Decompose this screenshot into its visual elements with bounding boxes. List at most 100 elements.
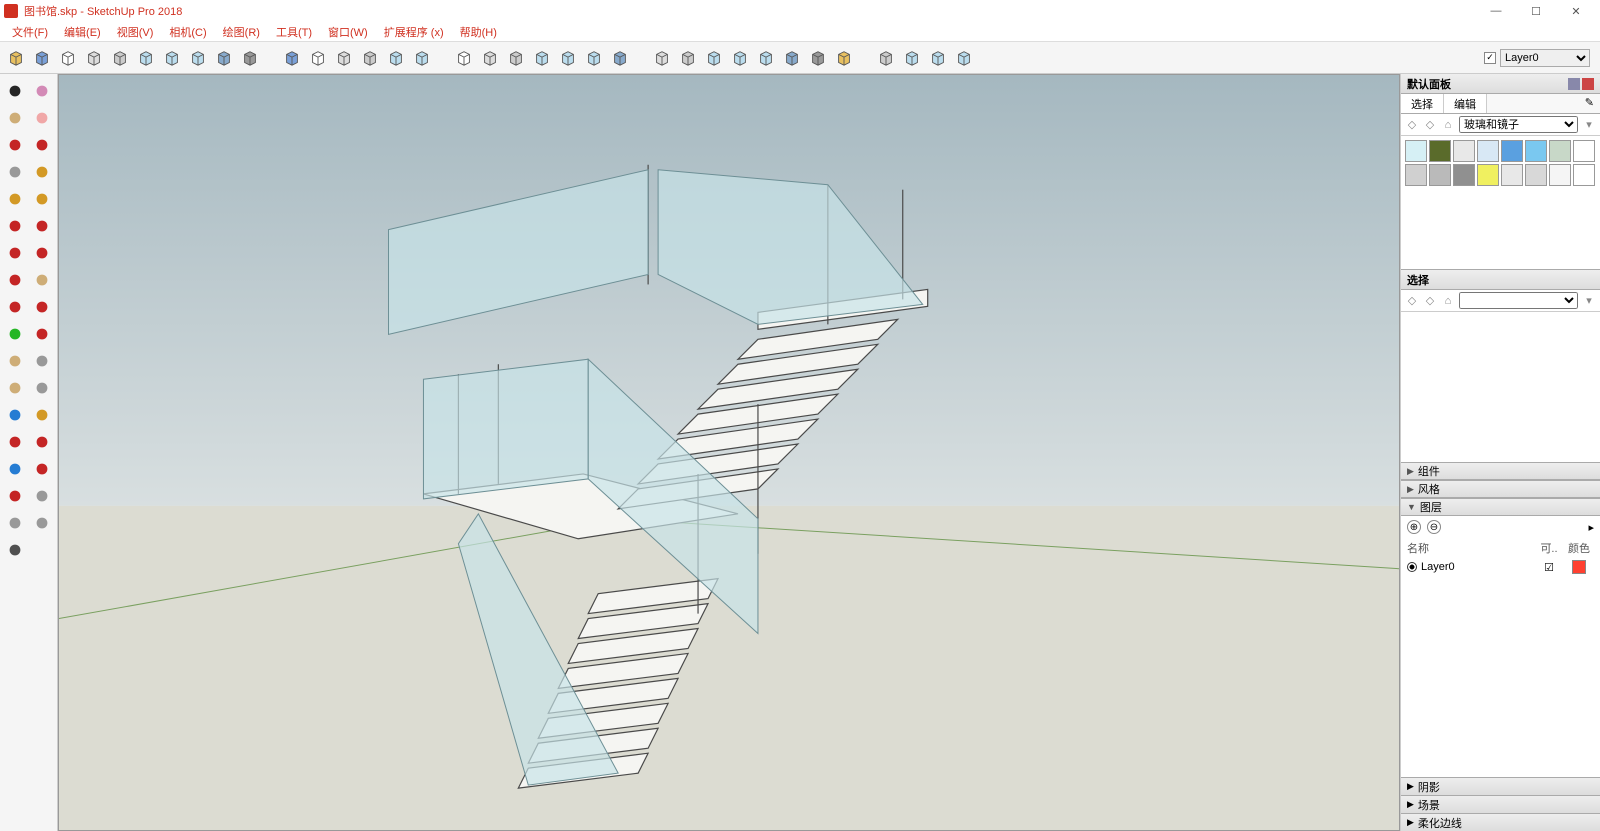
section-style[interactable]: ▶风格 [1401, 480, 1600, 498]
menu-item-0[interactable]: 文件(F) [4, 24, 56, 40]
house-1-button[interactable] [280, 46, 304, 70]
viewport-3d[interactable] [58, 74, 1400, 831]
material-swatch-4[interactable] [1501, 140, 1523, 162]
section-layer[interactable]: ▼图层 [1401, 498, 1600, 516]
nav-menu-icon[interactable]: ▾ [1582, 118, 1596, 131]
cube-blue-button[interactable] [30, 46, 54, 70]
layer-remove-button[interactable]: ⊖ [1427, 520, 1441, 534]
arc2-tool[interactable] [30, 213, 56, 239]
wrap-6-button[interactable] [582, 46, 606, 70]
offset-tool[interactable] [30, 321, 56, 347]
material-swatch-15[interactable] [1573, 164, 1595, 186]
lasso-tool[interactable] [30, 78, 56, 104]
layer-menu-icon[interactable]: ▸ [1588, 521, 1594, 534]
section-tool[interactable] [30, 402, 56, 428]
material-swatch-11[interactable] [1477, 164, 1499, 186]
menu-item-4[interactable]: 绘图(R) [215, 24, 268, 40]
stack-2-button[interactable] [728, 46, 752, 70]
box3d-1-button[interactable] [900, 46, 924, 70]
polygon-tool[interactable] [30, 186, 56, 212]
tab-select[interactable]: 选择 [1401, 94, 1444, 113]
look-around-tool[interactable] [30, 510, 56, 536]
pie-tool[interactable] [30, 240, 56, 266]
box3d-3-button[interactable] [952, 46, 976, 70]
sel-menu-icon[interactable]: ▾ [1582, 294, 1596, 307]
stack-1-button[interactable] [702, 46, 726, 70]
pin-icon[interactable] [1568, 78, 1580, 90]
material-swatch-10[interactable] [1453, 164, 1475, 186]
grid-red-button[interactable] [650, 46, 674, 70]
walk-tool[interactable] [2, 537, 28, 563]
stack-brown-button[interactable] [832, 46, 856, 70]
section-component[interactable]: ▶组件 [1401, 462, 1600, 480]
select-arrow-tool[interactable] [2, 78, 28, 104]
cube-wire-3-button[interactable] [186, 46, 210, 70]
layer-color-swatch[interactable] [1572, 560, 1586, 574]
house-box-button[interactable] [306, 46, 330, 70]
freehand-tool[interactable] [30, 132, 56, 158]
material-swatch-9[interactable] [1429, 164, 1451, 186]
wrap-1-button[interactable] [452, 46, 476, 70]
pushpull-tool[interactable] [30, 267, 56, 293]
sel-fwd-icon[interactable]: ◇ [1423, 294, 1437, 307]
menu-item-7[interactable]: 扩展程序 (x) [376, 24, 452, 40]
prev-view-tool[interactable] [30, 483, 56, 509]
tray-header[interactable]: 默认面板 [1401, 74, 1600, 94]
arc-tool[interactable] [2, 213, 28, 239]
wrap-7-button[interactable] [608, 46, 632, 70]
wrap-5-button[interactable] [556, 46, 580, 70]
material-swatch-3[interactable] [1477, 140, 1499, 162]
house-top-button[interactable] [384, 46, 408, 70]
maximize-button[interactable]: ☐ [1516, 0, 1556, 22]
material-swatch-13[interactable] [1525, 164, 1547, 186]
cube-yellow-button[interactable] [4, 46, 28, 70]
wrap-4-button[interactable] [530, 46, 554, 70]
paint-brush-tool[interactable] [2, 105, 28, 131]
docs-button[interactable] [108, 46, 132, 70]
zoom-window-tool[interactable] [30, 456, 56, 482]
layer-visible-check[interactable]: ✓ [1484, 52, 1496, 64]
material-category-dropdown[interactable]: 玻璃和镜子 [1459, 116, 1578, 133]
cube-shaded-button[interactable] [212, 46, 236, 70]
rect-tool[interactable] [2, 159, 28, 185]
material-swatch-0[interactable] [1405, 140, 1427, 162]
cube-wire-2-button[interactable] [160, 46, 184, 70]
move-tool[interactable] [2, 267, 28, 293]
stack-3-button[interactable] [754, 46, 778, 70]
empty-button[interactable] [56, 46, 80, 70]
pencil-tool[interactable] [2, 132, 28, 158]
arc3-tool[interactable] [2, 240, 28, 266]
zoom-tool[interactable] [2, 456, 28, 482]
nav-back-icon[interactable]: ◇ [1405, 118, 1419, 131]
tab-edit[interactable]: 编辑 [1444, 94, 1487, 113]
sel-back-icon[interactable]: ◇ [1405, 294, 1419, 307]
cube-wire-1-button[interactable] [134, 46, 158, 70]
stack-4-button[interactable] [780, 46, 804, 70]
material-swatch-6[interactable] [1549, 140, 1571, 162]
close-button[interactable]: ✕ [1556, 0, 1596, 22]
tray-close-icon[interactable] [1582, 78, 1594, 90]
rot-rect-tool[interactable] [30, 159, 56, 185]
house-open-button[interactable] [358, 46, 382, 70]
material-swatch-14[interactable] [1549, 164, 1571, 186]
dim-tool-tool[interactable] [30, 348, 56, 374]
scale-tool[interactable] [2, 321, 28, 347]
material-swatch-1[interactable] [1429, 140, 1451, 162]
sel-home-icon[interactable]: ⌂ [1441, 295, 1455, 307]
axes-tool[interactable] [2, 402, 28, 428]
wrap-2-button[interactable] [478, 46, 502, 70]
section-scene[interactable]: ▶场景 [1401, 795, 1600, 813]
cube-gray-button[interactable] [238, 46, 262, 70]
pan-tool[interactable] [30, 429, 56, 455]
stack-5-button[interactable] [806, 46, 830, 70]
menu-item-3[interactable]: 相机(C) [161, 24, 214, 40]
section-shadow[interactable]: ▶阴影 [1401, 777, 1600, 795]
nav-fwd-icon[interactable]: ◇ [1423, 118, 1437, 131]
doc-button[interactable] [82, 46, 106, 70]
material-swatch-12[interactable] [1501, 164, 1523, 186]
layer-add-button[interactable]: ⊕ [1407, 520, 1421, 534]
layer-visible-checkbox[interactable]: ☑ [1534, 561, 1564, 574]
layer-row[interactable]: Layer0 ☑ [1401, 558, 1600, 576]
layer-active-radio[interactable] [1407, 562, 1417, 572]
minimize-button[interactable]: — [1476, 0, 1516, 22]
